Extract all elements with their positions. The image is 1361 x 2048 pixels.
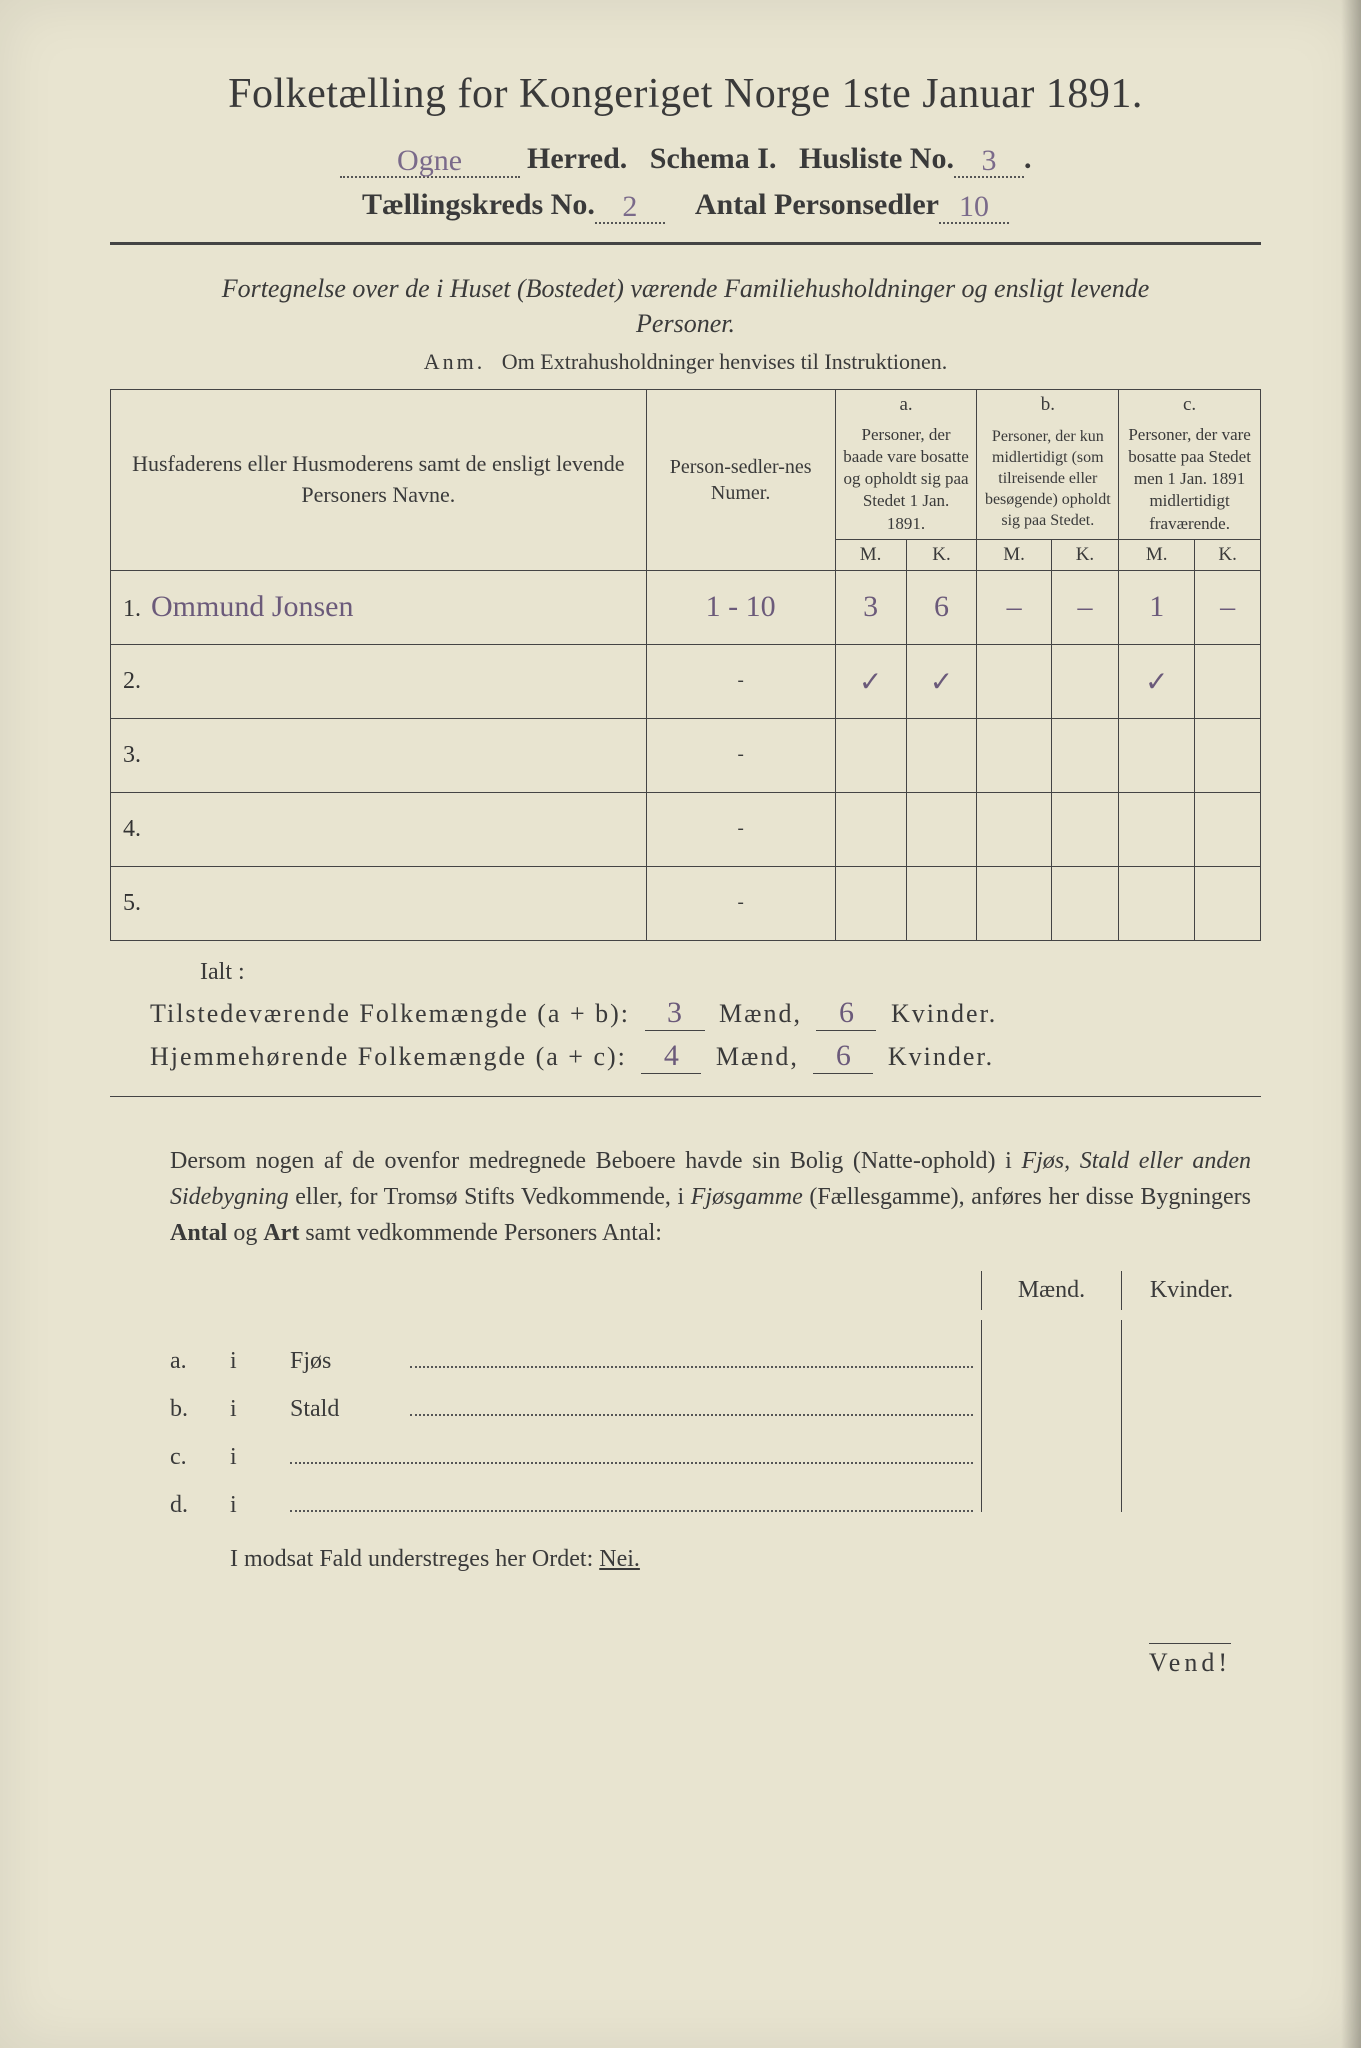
col-a-label: a. — [835, 390, 977, 421]
husliste-field: 3 — [954, 142, 1024, 178]
total-ab-m: 3 — [645, 996, 705, 1031]
antal-value: 10 — [953, 190, 995, 223]
table-row: 5. - — [111, 866, 1261, 940]
col-a-desc: Personer, der baade vare bosatte og opho… — [835, 420, 977, 539]
ialt-label: Ialt : — [200, 959, 1261, 986]
col-b-desc: Personer, der kun midlertidigt (som tilr… — [977, 420, 1119, 539]
col-header-num: Person-sedler-nes Numer. — [646, 390, 835, 570]
divider — [110, 242, 1261, 245]
kreds-field: 2 — [595, 188, 665, 224]
kvinder-header: Kvinder. — [1121, 1271, 1261, 1310]
antal-field: 10 — [939, 188, 1009, 224]
table-row: 4. - — [111, 792, 1261, 866]
census-form-page: Folketælling for Kongeriget Norge 1ste J… — [0, 0, 1361, 2048]
vend-label: Vend! — [1149, 1643, 1231, 1678]
sub-row: b. i Stald — [170, 1368, 1261, 1416]
table-row: 3. - — [111, 718, 1261, 792]
col-c-label: c. — [1119, 390, 1261, 421]
col-a-m: M. — [835, 539, 906, 570]
row1-name: Ommund Jonsen — [151, 590, 354, 623]
col-b-m: M. — [977, 539, 1051, 570]
kreds-value: 2 — [616, 190, 643, 223]
kreds-label: Tællingskreds No. — [362, 188, 595, 221]
census-table: Husfaderens eller Husmoderens samt de en… — [110, 389, 1261, 940]
maend-header: Mænd. — [981, 1271, 1121, 1310]
table-row: 2. - ✓ ✓ ✓ — [111, 644, 1261, 718]
building-subtable: a. i Fjøs b. i Stald c. i d. i — [170, 1320, 1261, 1512]
col-c-m: M. — [1119, 539, 1195, 570]
totals-line-1: Tilstedeværende Folkemængde (a + b): 3 M… — [150, 996, 1261, 1031]
col-c-desc: Personer, der vare bosatte paa Stedet me… — [1119, 420, 1261, 539]
herred-value: Ogne — [391, 144, 468, 177]
mk-header: Mænd. Kvinder. — [170, 1271, 1261, 1310]
anm-line: Anm. Om Extrahusholdninger henvises til … — [110, 349, 1261, 375]
table-row: 1.Ommund Jonsen 1 - 10 3 6 – – 1 – — [111, 570, 1261, 644]
header-line-1: Ogne Herred. Schema I. Husliste No.3. — [110, 142, 1261, 178]
sub-row: d. i — [170, 1464, 1261, 1512]
col-b-label: b. — [977, 390, 1119, 421]
building-paragraph: Dersom nogen af de ovenfor medregnede Be… — [170, 1143, 1251, 1251]
page-title: Folketælling for Kongeriget Norge 1ste J… — [110, 70, 1261, 118]
page-edge — [1341, 0, 1361, 2048]
antal-label: Antal Personsedler — [695, 188, 939, 221]
col-c-k: K. — [1195, 539, 1261, 570]
total-ab-k: 6 — [816, 996, 876, 1031]
sub-row: c. i — [170, 1416, 1261, 1464]
col-a-k: K. — [906, 539, 977, 570]
sub-row: a. i Fjøs — [170, 1320, 1261, 1368]
divider — [110, 1096, 1261, 1097]
herred-field: Ogne — [340, 142, 520, 178]
herred-label: Herred. — [527, 142, 627, 175]
nei-word: Nei. — [599, 1546, 640, 1572]
schema-label: Schema I. — [650, 142, 777, 175]
subtitle: Fortegnelse over de i Huset (Bostedet) v… — [170, 271, 1201, 341]
anm-label: Anm. — [424, 349, 486, 374]
anm-text: Om Extrahusholdninger henvises til Instr… — [502, 349, 947, 374]
col-header-name: Husfaderens eller Husmoderens samt de en… — [111, 390, 647, 570]
husliste-value: 3 — [975, 144, 1002, 177]
husliste-label: Husliste No. — [799, 142, 954, 175]
nei-line: I modsat Fald understreges her Ordet: Ne… — [230, 1546, 1261, 1573]
total-ac-k: 6 — [813, 1039, 873, 1074]
total-ac-m: 4 — [641, 1039, 701, 1074]
col-b-k: K. — [1051, 539, 1118, 570]
totals-line-2: Hjemmehørende Folkemængde (a + c): 4 Mæn… — [150, 1039, 1261, 1074]
header-line-2: Tællingskreds No. 2 Antal Personsedler 10 — [110, 188, 1261, 224]
